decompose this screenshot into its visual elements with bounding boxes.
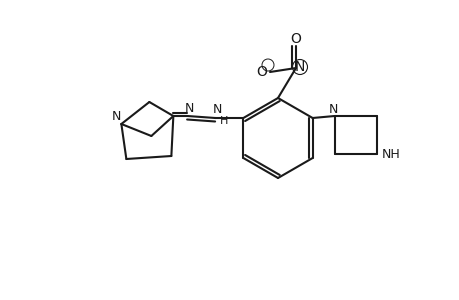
Text: N: N xyxy=(328,103,337,116)
Text: H: H xyxy=(220,116,228,126)
Text: N: N xyxy=(212,103,222,116)
Text: N: N xyxy=(294,60,304,74)
Text: N: N xyxy=(184,101,194,115)
Text: NH: NH xyxy=(381,148,399,160)
Text: O: O xyxy=(256,65,267,79)
Text: O: O xyxy=(290,32,301,46)
Text: N: N xyxy=(112,110,121,122)
